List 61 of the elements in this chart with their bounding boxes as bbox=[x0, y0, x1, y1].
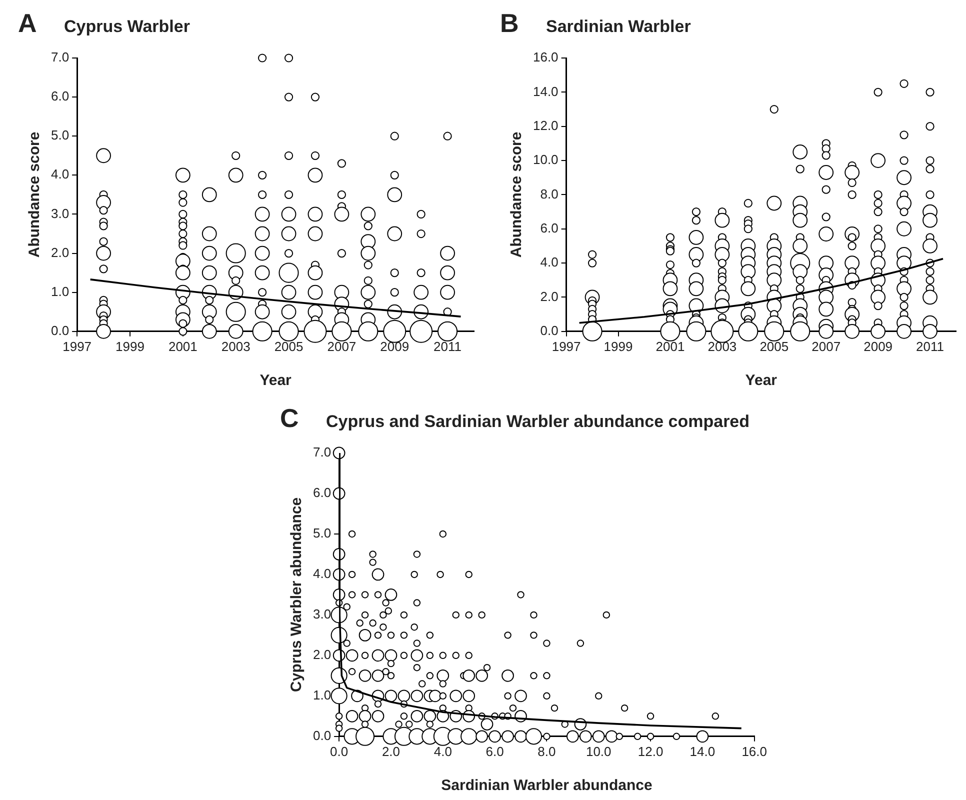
text: A bbox=[18, 8, 38, 39]
x-tick-label: 4.0 bbox=[434, 744, 452, 759]
x-tick-label: 2011 bbox=[434, 338, 462, 354]
y-tick-label: 12.0 bbox=[532, 118, 558, 133]
x-axis-title: Year bbox=[745, 372, 778, 390]
text: B bbox=[500, 8, 520, 39]
y-axis-title: Abundance score bbox=[508, 132, 526, 258]
y-tick-label: 0.0 bbox=[540, 322, 558, 338]
x-tick-label: 2003 bbox=[708, 338, 737, 354]
y-tick-label: 3.0 bbox=[50, 206, 70, 221]
y-tick-label: 4.0 bbox=[50, 166, 70, 182]
text: C bbox=[280, 403, 300, 434]
x-tick-label: 6.0 bbox=[486, 744, 504, 759]
y-tick-label: 2.0 bbox=[540, 288, 558, 304]
x-tick-label: 0.0 bbox=[330, 744, 348, 759]
x-tick-label: 2011 bbox=[916, 338, 944, 354]
y-tick-label: 2.0 bbox=[50, 244, 70, 260]
x-tick-label: 2007 bbox=[812, 338, 841, 354]
x-tick-label: 16.0 bbox=[742, 744, 768, 759]
y-tick-label: 4.0 bbox=[312, 566, 332, 582]
y-axis-title: Abundance score bbox=[26, 132, 44, 258]
y-tick-label: 3.0 bbox=[312, 606, 332, 622]
x-tick-label: 14.0 bbox=[690, 744, 716, 759]
x-tick-label: 1997 bbox=[62, 338, 92, 354]
chart-title: Cyprus and Sardinian Warbler abundance compared bbox=[326, 412, 750, 432]
x-tick-label: 2009 bbox=[380, 338, 410, 354]
y-tick-label: 2.0 bbox=[312, 647, 332, 662]
y-tick-label: 10.0 bbox=[532, 152, 558, 168]
y-tick-label: 6.0 bbox=[50, 88, 70, 104]
x-tick-label: 2007 bbox=[327, 338, 356, 354]
y-tick-label: 5.0 bbox=[312, 526, 332, 541]
y-tick-label: 14.0 bbox=[532, 84, 558, 99]
y-axis-title: Cyprus Warbler abundance bbox=[288, 497, 306, 692]
x-tick-label: 1999 bbox=[604, 338, 633, 354]
y-tick-label: 16.0 bbox=[532, 50, 558, 65]
x-tick-label: 1997 bbox=[552, 338, 581, 354]
y-tick-label: 1.0 bbox=[312, 687, 332, 702]
chart-title: Cyprus Warbler bbox=[64, 17, 190, 37]
x-tick-label: 10.0 bbox=[586, 744, 612, 759]
chart-title: Sardinian Warbler bbox=[546, 17, 691, 37]
y-tick-label: 7.0 bbox=[312, 444, 332, 460]
x-tick-label: 12.0 bbox=[638, 744, 664, 759]
x-axis-title: Year bbox=[260, 372, 292, 390]
y-tick-label: 1.0 bbox=[50, 284, 70, 299]
x-tick-label: 2001 bbox=[656, 338, 685, 354]
x-tick-label: 2005 bbox=[760, 338, 789, 354]
y-tick-label: 6.0 bbox=[312, 485, 332, 500]
x-tick-label: 2003 bbox=[221, 338, 250, 354]
x-tick-label: 1999 bbox=[116, 338, 144, 354]
y-tick-label: 5.0 bbox=[50, 128, 70, 143]
y-tick-label: 0.0 bbox=[50, 322, 70, 338]
x-tick-label: 2009 bbox=[864, 338, 893, 354]
y-tick-label: 7.0 bbox=[50, 50, 70, 65]
x-tick-label: 2005 bbox=[274, 338, 304, 354]
y-tick-label: 6.0 bbox=[540, 220, 558, 236]
x-tick-label: 2001 bbox=[168, 338, 198, 354]
x-axis-title: Sardinian Warbler abundance bbox=[441, 777, 652, 794]
y-tick-label: 0.0 bbox=[312, 728, 332, 743]
y-tick-label: 8.0 bbox=[540, 186, 558, 202]
y-tick-label: 4.0 bbox=[540, 254, 558, 270]
x-tick-label: 2.0 bbox=[382, 744, 400, 759]
